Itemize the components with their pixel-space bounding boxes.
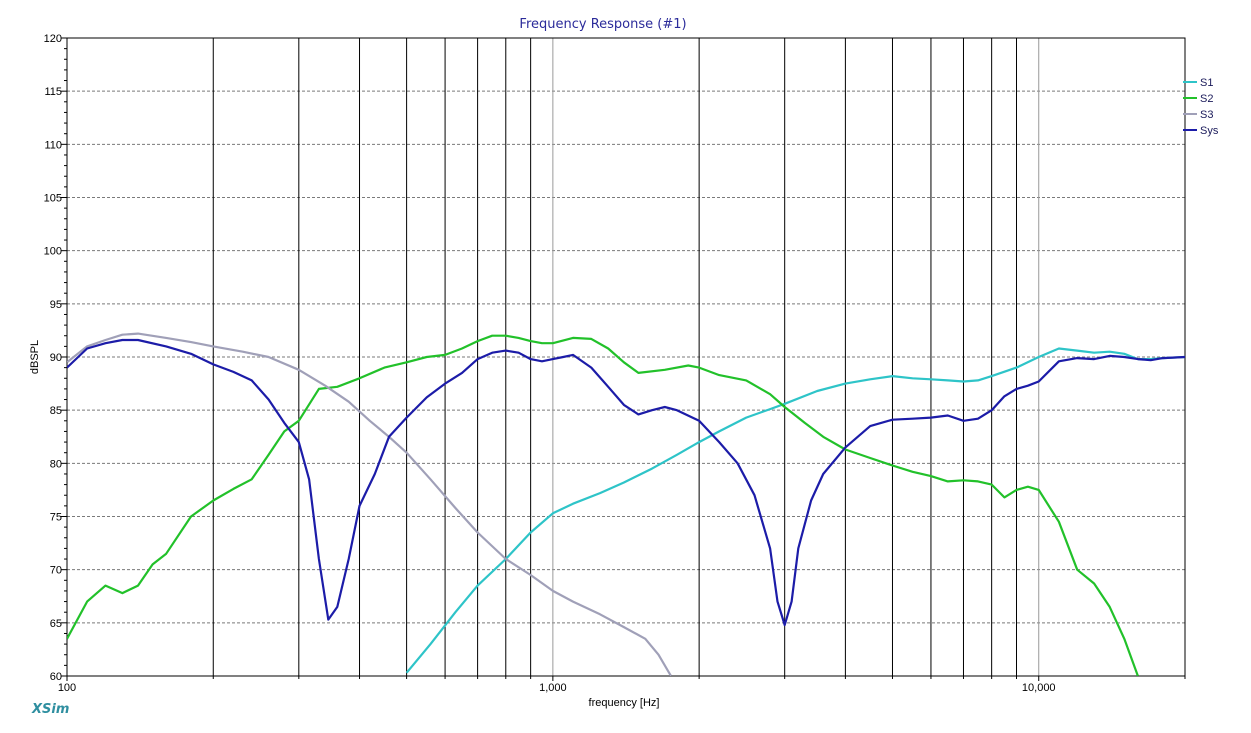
y-tick-labels: 60 65 70 75 80 85 90 95 100 105 110 115 120 [44, 33, 62, 683]
y-tick-label: 65 [50, 618, 62, 630]
y-tick-label: 80 [50, 458, 62, 470]
y-tick-label: 115 [44, 86, 62, 98]
series-line-sys [67, 338, 1185, 627]
y-tick-label: 105 [44, 193, 62, 205]
legend-entry-s1[interactable]: S1 [1183, 77, 1213, 89]
y-tick-label: 95 [50, 299, 62, 311]
legend-entry-s3[interactable]: S3 [1183, 109, 1213, 121]
chart-title: Frequency Response (#1) [519, 17, 686, 32]
y-tick-label: 90 [50, 352, 62, 364]
legend-label: S3 [1200, 109, 1213, 121]
x-tick-label: 10,000 [1022, 682, 1056, 694]
legend-label: Sys [1200, 125, 1219, 137]
y-tick-label: 70 [50, 565, 62, 577]
y-tick-label: 100 [44, 246, 62, 258]
series-line-s1 [405, 347, 1185, 674]
series-layer [67, 332, 1185, 676]
legend-entry-sys[interactable]: Sys [1183, 125, 1219, 137]
x-tick-labels: 100 1,000 10,000 [58, 682, 1056, 694]
legend[interactable]: S1 S2 S3 Sys [1183, 77, 1219, 137]
y-tick-label: 110 [44, 139, 62, 151]
x-axis-label: frequency [Hz] [589, 697, 660, 709]
xsim-brand-logo: XSim [31, 702, 69, 717]
series-line-s2 [67, 334, 1139, 676]
grid-layer [61, 37, 1186, 681]
legend-entry-s2[interactable]: S2 [1183, 93, 1213, 105]
legend-label: S1 [1200, 77, 1213, 89]
y-tick-label: 60 [50, 671, 62, 683]
series-line-s3 [67, 332, 672, 676]
y-tick-label: 75 [50, 512, 62, 524]
legend-label: S2 [1200, 93, 1213, 105]
y-tick-label: 85 [50, 405, 62, 417]
x-tick-label: 100 [58, 682, 76, 694]
y-axis-label: dBSPL [29, 340, 41, 374]
y-tick-label: 120 [44, 33, 62, 45]
x-tick-label: 1,000 [539, 682, 567, 694]
